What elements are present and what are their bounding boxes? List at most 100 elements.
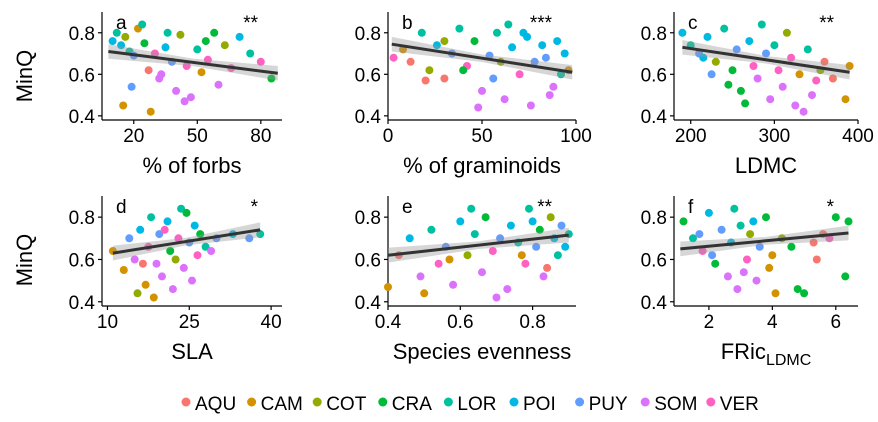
data-point: [176, 30, 185, 39]
x-tick-label: 40: [261, 312, 282, 333]
panel-letter: a: [116, 13, 127, 34]
legend-label: COT: [326, 394, 367, 415]
panel-a: 0.4 0.6 0.8 20 50 80 a ** % of forbs: [69, 12, 282, 178]
data-point: [808, 91, 816, 100]
x-tick-label: 0.6: [447, 312, 473, 333]
data-point: [421, 76, 430, 85]
data-point: [504, 20, 513, 29]
data-point: [478, 268, 486, 277]
data-point: [679, 217, 688, 226]
data-point: [133, 289, 142, 298]
data-point: [201, 242, 210, 251]
trend-line: [108, 49, 278, 75]
data-point: [768, 251, 777, 260]
data-point: [179, 263, 188, 272]
data-point: [752, 276, 761, 285]
y-tick-label: 0.6: [641, 250, 667, 271]
data-point: [541, 53, 550, 62]
data-point: [703, 32, 712, 41]
data-point: [112, 28, 121, 37]
data-point: [197, 68, 206, 77]
data-point: [196, 230, 205, 239]
data-point: [800, 289, 809, 298]
data-point: [425, 66, 434, 75]
y-tick-label: 0.4: [641, 293, 668, 314]
data-point: [207, 247, 216, 255]
data-point: [267, 74, 276, 83]
data-point: [163, 217, 172, 226]
data-point: [728, 66, 737, 75]
data-point: [521, 259, 530, 268]
data-point: [549, 82, 558, 91]
data-point: [695, 230, 704, 239]
data-point: [141, 280, 150, 289]
data-point: [553, 251, 562, 260]
data-point: [557, 221, 566, 230]
data-point: [774, 66, 783, 75]
data-point: [539, 272, 548, 281]
data-point: [256, 230, 265, 239]
data-point: [182, 62, 191, 70]
y-axis-label-row1: MinQ: [12, 50, 37, 103]
data-point: [707, 70, 716, 79]
data-point: [831, 213, 840, 222]
legend-swatch: [640, 397, 650, 407]
data-point: [508, 43, 517, 52]
data-point: [526, 101, 535, 110]
data-point: [201, 37, 210, 46]
data-point: [704, 208, 713, 217]
data-point: [171, 255, 180, 264]
x-tick-label: 0.8: [519, 312, 545, 333]
data-point: [478, 86, 486, 95]
data-point: [749, 217, 758, 226]
y-tick-label: 0.6: [355, 65, 381, 86]
x-tick-label: 50: [187, 126, 208, 147]
data-point: [158, 272, 166, 281]
data-point: [530, 57, 539, 66]
data-point: [166, 247, 175, 255]
data-point: [545, 91, 554, 100]
x-axis-label: % of forbs: [142, 153, 241, 178]
x-tick-label: 300: [759, 126, 791, 147]
data-point: [519, 28, 528, 37]
data-point: [445, 255, 454, 264]
y-tick-label: 0.6: [641, 65, 667, 86]
data-point: [515, 70, 524, 79]
data-point: [820, 57, 829, 66]
data-point: [560, 49, 569, 58]
data-point: [828, 74, 837, 83]
data-point: [214, 80, 223, 89]
legend-swatch: [378, 397, 388, 407]
data-point: [699, 53, 708, 62]
panel-d: 0.4 0.6 0.8 10 25 40 d * SLA: [69, 196, 282, 364]
data-point: [746, 230, 755, 239]
y-tick-label: 0.8: [355, 24, 381, 45]
legend-swatch: [706, 397, 716, 407]
data-point: [488, 247, 497, 255]
data-point: [463, 251, 472, 260]
data-point: [177, 204, 186, 213]
x-axis-label: Species evenness: [393, 339, 572, 364]
data-point: [791, 101, 800, 110]
data-point: [427, 225, 436, 234]
data-point: [770, 41, 779, 50]
data-point: [708, 251, 717, 260]
data-point: [384, 283, 392, 291]
data-point: [678, 28, 687, 37]
data-point: [689, 234, 697, 243]
data-point: [405, 234, 414, 243]
data-point: [220, 41, 229, 50]
data-point: [787, 53, 796, 62]
data-point: [108, 37, 117, 46]
data-point: [138, 259, 147, 268]
x-tick-label: 10: [97, 312, 118, 333]
data-point: [256, 57, 265, 66]
data-point: [119, 101, 128, 110]
x-tick-label: 20: [123, 126, 144, 147]
significance-stars: ***: [530, 13, 553, 34]
data-point: [841, 95, 850, 104]
data-point: [180, 97, 189, 106]
data-point: [440, 74, 449, 83]
x-axis-label: FRicLDMC: [721, 339, 812, 369]
